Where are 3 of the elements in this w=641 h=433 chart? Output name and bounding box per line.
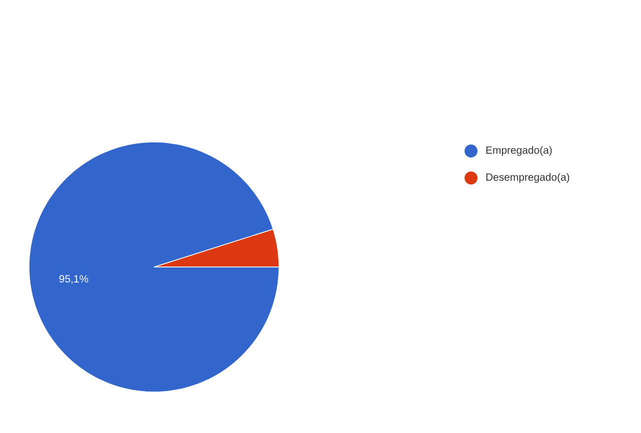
legend-label: Desempregado(a) — [486, 173, 570, 183]
data-label: 95,1% — [59, 275, 88, 284]
legend-label: Empregado(a) — [486, 146, 552, 156]
